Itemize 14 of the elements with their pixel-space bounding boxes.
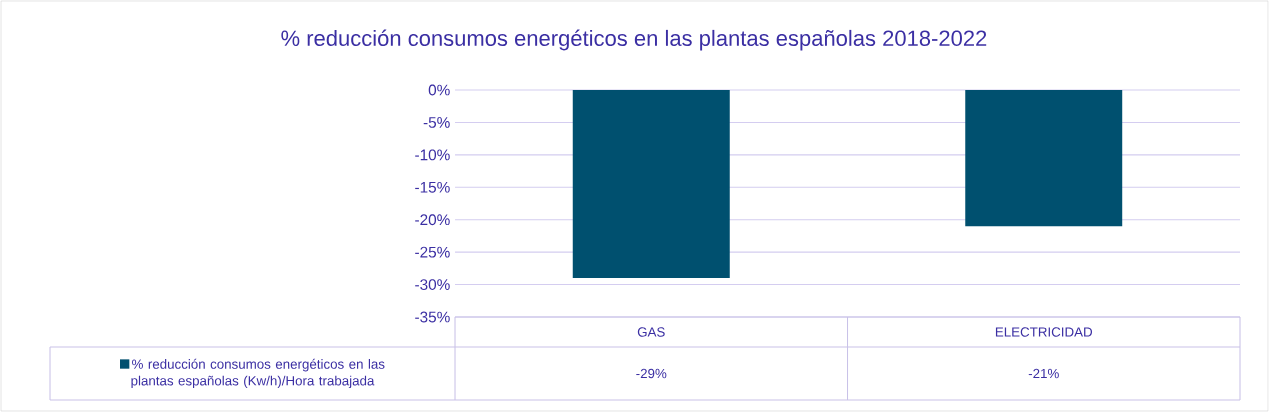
y-tick-label: -20% xyxy=(415,214,450,226)
y-tick-label: -10% xyxy=(415,149,450,161)
y-tick-label: -35% xyxy=(415,311,450,323)
data-label: -21% xyxy=(1028,368,1059,379)
y-tick-label: -25% xyxy=(415,246,450,258)
legend-label: % reducción consumos energéticos en las plantas españolas (Kw/h)/Hora trabajada xyxy=(131,358,385,389)
chart-title: % reducción consumos energéticos en las plantas españolas 2018-2022 xyxy=(281,29,987,51)
x-tick-label: GAS xyxy=(637,327,665,337)
y-tick-label: -30% xyxy=(415,279,450,290)
x-tick-label: ELECTRICIDAD xyxy=(995,327,1093,337)
data-label: -29% xyxy=(636,368,667,379)
y-tick-label: -5% xyxy=(423,117,450,128)
y-tick-label: 0% xyxy=(428,84,450,96)
y-tick-label: -15% xyxy=(415,181,450,193)
